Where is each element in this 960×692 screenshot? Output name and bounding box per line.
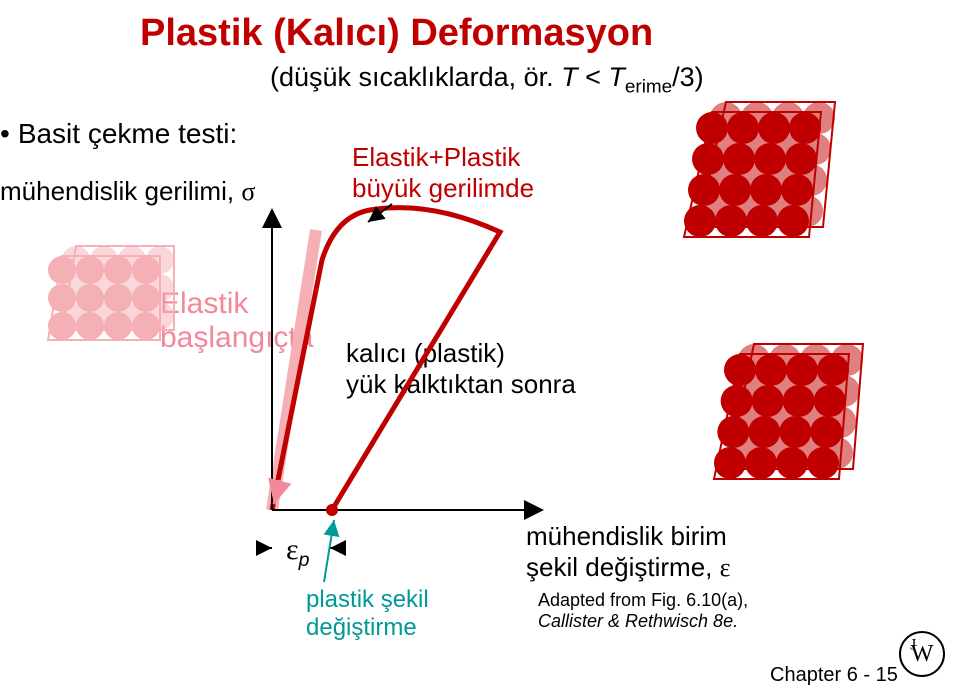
page-title: Plastik (Kalıcı) Deformasyon	[140, 12, 653, 55]
elastic-initial-label: Elastik başlangıçta	[160, 287, 313, 355]
y-axis-label: mühendislik gerilimi, σ	[0, 176, 255, 207]
strain-line1: mühendislik birim	[526, 521, 731, 552]
lattice-top-right	[684, 102, 835, 237]
svg-text:J: J	[910, 637, 916, 654]
subtitle-lt: <	[578, 62, 609, 92]
elastic-initial-line1: Elastik	[160, 287, 313, 321]
red-dot	[326, 504, 338, 516]
ylabel-sigma: σ	[241, 177, 255, 206]
subtitle: (düşük sıcaklıklarda, ör. T < Terime/3)	[270, 62, 704, 98]
elastic-initial-line2: başlangıçta	[160, 321, 313, 355]
plastic-def-arrow	[324, 520, 334, 582]
bullet-marker: •	[0, 118, 18, 149]
strain-line2: şekil değiştirme,	[526, 552, 720, 582]
bullet-row: •Basit çekme testi:	[0, 118, 237, 150]
subtitle-T1: T	[561, 62, 578, 92]
elastic-plastic-line2: büyük gerilimde	[352, 173, 534, 204]
ylabel-text: mühendislik gerilimi,	[0, 176, 241, 206]
citation-line1: Adapted from Fig. 6.10(a),	[538, 590, 748, 611]
citation-line2: Callister & Rethwisch 8e.	[538, 611, 748, 632]
epsilon-p-label: εp	[286, 533, 309, 572]
elastic-plastic-label: Elastik+Plastik büyük gerilimde	[352, 142, 534, 204]
elastic-plastic-arrow	[368, 204, 392, 222]
strain-eps: ε	[720, 553, 731, 582]
subtitle-end: /3)	[672, 62, 704, 92]
permanent-line1: kalıcı (plastik)	[346, 338, 576, 369]
citation: Adapted from Fig. 6.10(a), Callister & R…	[538, 590, 748, 632]
plastic-def-line1: plastik şekil	[306, 586, 429, 614]
bullet-text: Basit çekme testi:	[18, 118, 237, 149]
plastic-def-line2: değiştirme	[306, 614, 429, 642]
footer-text: Chapter 6 - 15	[770, 664, 898, 687]
svg-text:W: W	[911, 640, 934, 667]
lattice-bottom-right	[714, 344, 863, 479]
publisher-logo-icon: WJ	[900, 632, 944, 676]
elastic-plastic-line1: Elastik+Plastik	[352, 142, 534, 173]
permanent-label: kalıcı (plastik) yük kalktıktan sonra	[346, 338, 576, 400]
subtitle-sub: erime	[625, 76, 672, 97]
permanent-line2: yük kalktıktan sonra	[346, 369, 576, 400]
curve-elastic-pink	[272, 230, 316, 510]
subtitle-part-a: (düşük sıcaklıklarda, ör.	[270, 62, 561, 92]
subtitle-T2: T	[608, 62, 625, 92]
pink-return-arrow	[274, 480, 280, 504]
strain-label: mühendislik birim şekil değiştirme, ε	[526, 521, 731, 583]
plastic-def-label: plastik şekil değiştirme	[306, 586, 429, 642]
lattice-left	[48, 246, 174, 340]
epsilon-p-eps: ε	[286, 533, 299, 566]
epsilon-p-sub: p	[299, 549, 310, 571]
